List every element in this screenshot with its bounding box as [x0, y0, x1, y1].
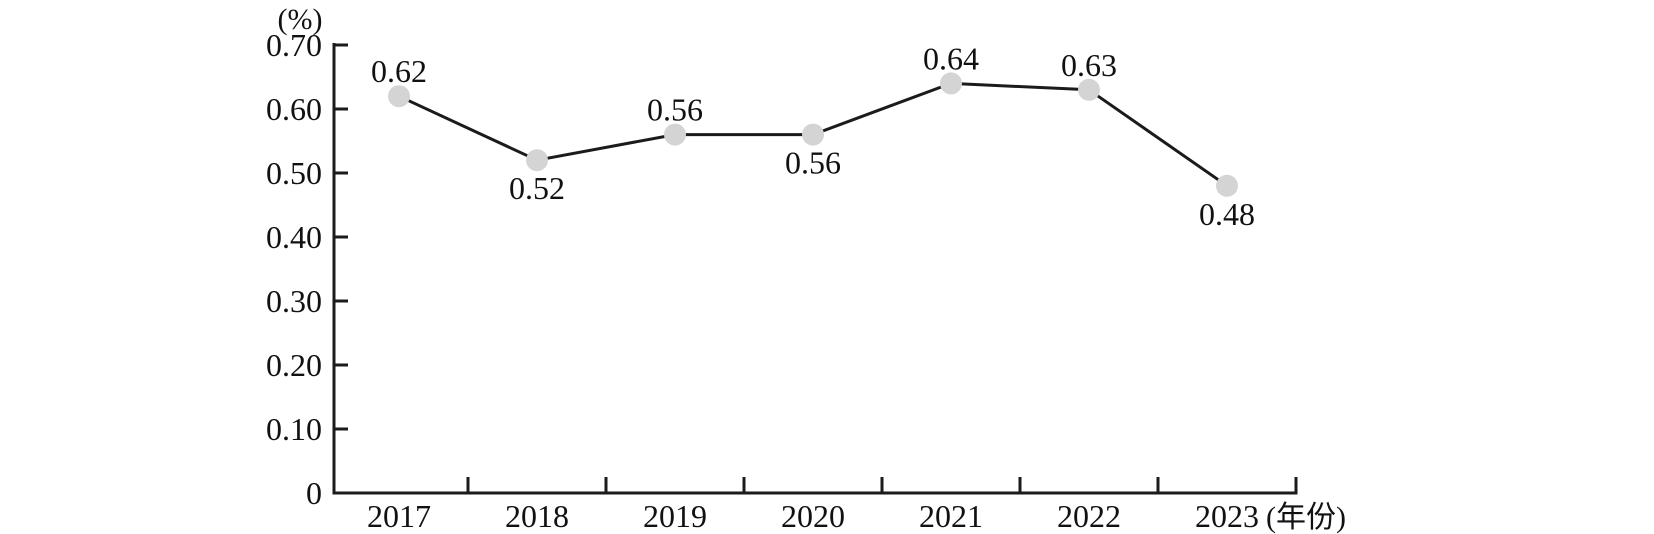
axes-group	[332, 43, 1298, 495]
x-axis-category-label: 2019	[643, 498, 707, 534]
x-axis-category-label: 2023	[1195, 498, 1259, 534]
value-label: 0.64	[923, 40, 979, 76]
data-point	[802, 123, 824, 146]
data-point	[664, 123, 686, 146]
ticks-group	[334, 43, 1298, 495]
y-axis-tick-label: 0.20	[266, 347, 322, 383]
x-axis-category-label: 2020	[781, 498, 845, 534]
tick-labels-group: 0 0.10 0.20 0.30 0.40 0.50 0.60 0.70 2017 2018 201…	[266, 27, 1259, 534]
data-point	[388, 85, 410, 108]
y-axis-tick-label: 0.10	[266, 411, 322, 447]
value-label: 0.48	[1199, 196, 1255, 232]
value-label: 0.56	[785, 145, 841, 181]
y-axis-tick-label: 0.60	[266, 91, 322, 127]
x-axis-category-label: 2021	[919, 498, 983, 534]
data-point	[526, 149, 548, 172]
y-axis-tick-label: 0.70	[266, 27, 322, 63]
y-axis-tick-label: 0	[306, 475, 322, 511]
value-label: 0.52	[509, 170, 565, 206]
value-label: 0.63	[1061, 47, 1117, 83]
x-axis-category-label: 2017	[367, 498, 431, 534]
y-axis-unit-label: (%)	[278, 3, 323, 36]
y-axis-tick-label: 0.40	[266, 219, 322, 255]
value-labels-group: 0.62 0.52 0.56 0.56 0.64 0.63 0.48	[371, 40, 1255, 231]
value-label: 0.62	[371, 53, 427, 89]
data-point	[940, 72, 962, 95]
value-label: 0.56	[647, 92, 703, 128]
data-point	[1078, 78, 1100, 101]
data-point	[1216, 174, 1238, 197]
y-axis-tick-label: 0.50	[266, 155, 322, 191]
x-axis-unit-label: (年份)	[1266, 501, 1346, 534]
data-series-group	[388, 72, 1238, 197]
x-axis-category-label: 2022	[1057, 498, 1121, 534]
y-axis-tick-label: 0.30	[266, 283, 322, 319]
x-axis-category-label: 2018	[505, 498, 569, 534]
